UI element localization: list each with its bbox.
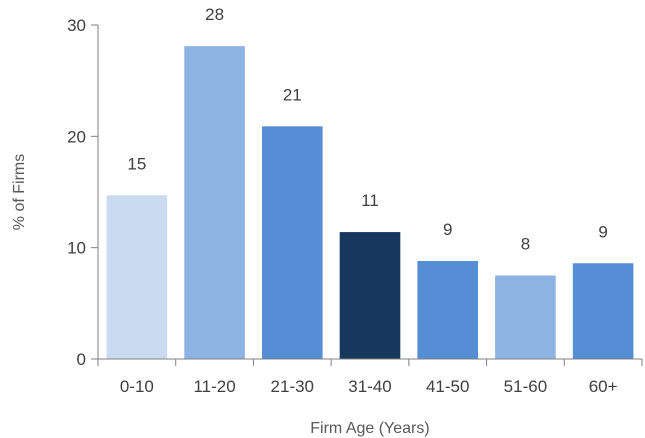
- y-axis-title: % of Firms: [11, 154, 28, 230]
- x-axis-ticks: 0-10 11-20 21-30 31-40 41-50 51-60 60+: [97, 359, 643, 396]
- x-tick-label: 41-50: [426, 377, 469, 396]
- x-tick-label: 21-30: [271, 377, 314, 396]
- data-label: 21: [283, 85, 302, 104]
- data-label: 9: [598, 222, 607, 241]
- data-label: 28: [205, 5, 224, 24]
- x-tick-label: 60+: [589, 377, 618, 396]
- bar-60+: [572, 263, 634, 359]
- bar-11-20: [184, 46, 245, 360]
- y-tick-label: 0: [77, 350, 86, 369]
- data-labels: 15 28 21 11 9 8 9: [127, 5, 607, 253]
- x-axis-title: Firm Age (Years): [310, 420, 429, 437]
- bar-0-10: [106, 195, 168, 359]
- data-label: 15: [127, 154, 146, 173]
- bar-41-50: [417, 261, 479, 359]
- bar-21-30: [261, 126, 323, 360]
- x-tick-label: 0-10: [120, 377, 154, 396]
- data-label: 9: [443, 220, 452, 239]
- x-tick-label: 31-40: [348, 377, 391, 396]
- bars: [106, 46, 634, 360]
- y-tick-label: 10: [67, 239, 86, 258]
- data-label: 8: [521, 235, 530, 254]
- data-label: 11: [361, 191, 379, 210]
- y-axis-ticks: 0 10 20 30: [67, 16, 98, 369]
- y-tick-label: 30: [67, 16, 86, 35]
- x-tick-label: 11-20: [193, 377, 235, 396]
- y-tick-label: 20: [67, 127, 86, 146]
- bar-51-60: [495, 275, 556, 359]
- bar-31-40: [339, 232, 401, 359]
- x-tick-label: 51-60: [504, 377, 547, 396]
